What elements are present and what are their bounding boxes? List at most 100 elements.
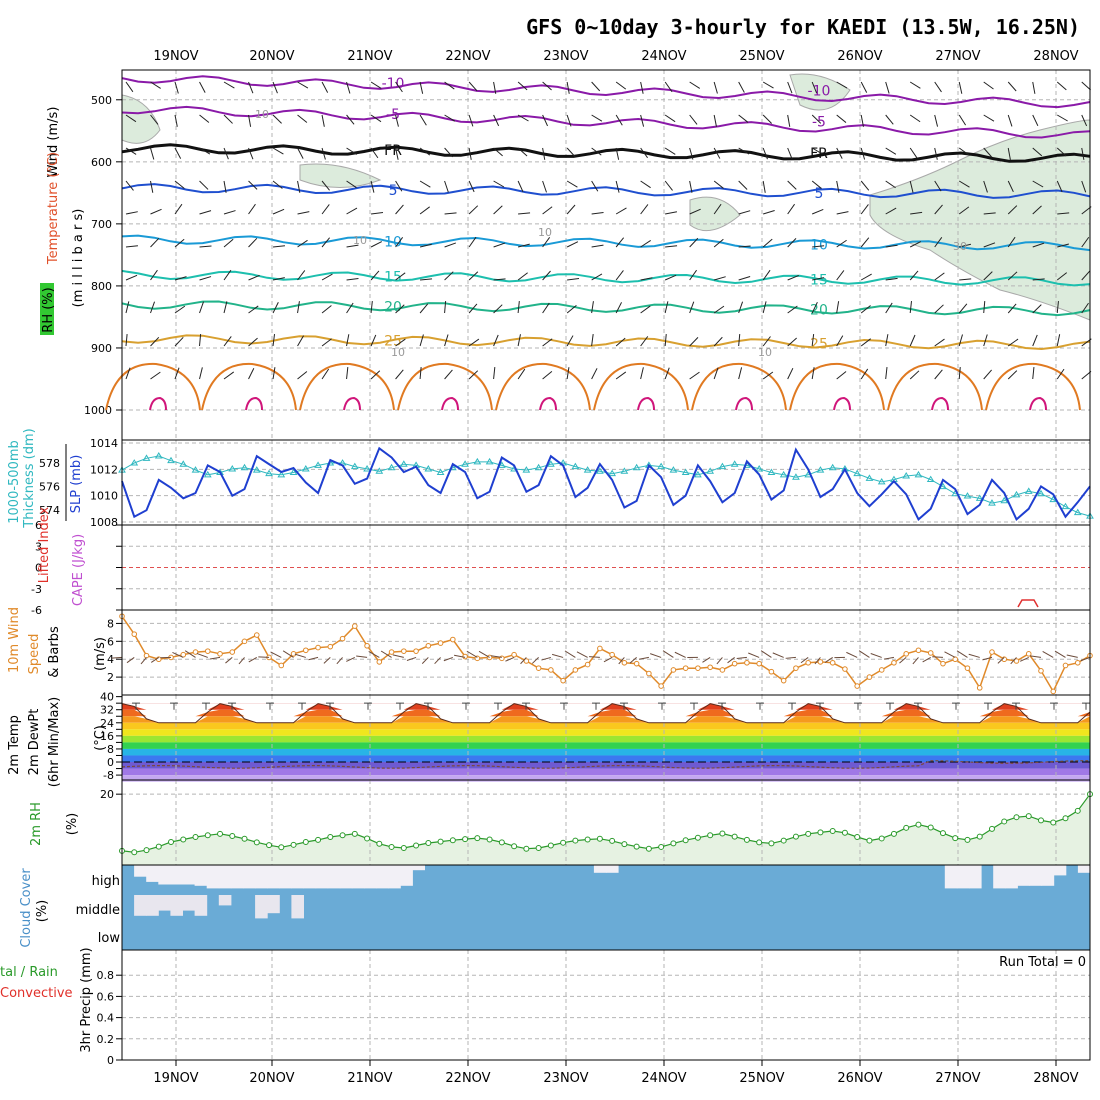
minmax-marker [854, 702, 862, 710]
tick-label: 0.4 [97, 1012, 115, 1025]
rh-point [278, 844, 285, 851]
tick-label: 3 [35, 540, 42, 553]
wind-barb [248, 180, 258, 190]
rh-point [351, 830, 358, 837]
surface-hot-loop [149, 396, 167, 411]
wind-speed-point [927, 650, 934, 656]
temp-band [122, 703, 1090, 710]
thickness-point [485, 457, 494, 465]
cloud-middle-clear [146, 895, 159, 916]
thickness-point [926, 475, 935, 483]
wind-barb [542, 371, 553, 380]
wind-barb [346, 302, 354, 314]
thickness-point [142, 454, 151, 461]
wind-barb-10m [883, 656, 895, 660]
wind-barb [640, 277, 653, 281]
tick-label: 8 [107, 617, 114, 630]
wind-barb [787, 147, 793, 160]
rh-shading [689, 196, 741, 232]
wind-barb [321, 273, 333, 281]
surface-hot-loop [441, 396, 459, 411]
rh-point [266, 842, 273, 849]
chart-title: GFS 0~10day 3-hourly for KAEDI (13.5W, 1… [526, 15, 1080, 39]
isotherm-label: 5 [814, 186, 823, 202]
cloud-label: Cloud Cover [19, 868, 34, 948]
wind-barb [542, 302, 550, 314]
wind-barb [885, 114, 894, 125]
thickness-point [975, 494, 984, 501]
wind-barb [591, 301, 594, 314]
wind-barb [199, 367, 203, 380]
wind10-label-a: 10m Wind [7, 607, 22, 673]
upper-units-label: (m i l l i b a r s) [71, 209, 86, 308]
wind-barb [762, 301, 767, 314]
wind-barb [836, 114, 847, 123]
wind-barb [1081, 147, 1085, 160]
wind-barb [762, 371, 774, 380]
cloud-middle-clear [182, 895, 196, 911]
wind-barb [1081, 270, 1091, 281]
wind-speed-point [805, 659, 811, 666]
wind-barb [812, 245, 825, 248]
wind-barb [713, 180, 724, 189]
wind-barb [517, 114, 529, 122]
rh-point [364, 835, 371, 842]
wind-barb [248, 337, 258, 347]
wind-barb [664, 147, 676, 155]
date-label-top: 23NOV [543, 49, 588, 64]
rh2m-units-label: (%) [65, 813, 80, 836]
rh-contour-label: 10 [758, 346, 772, 359]
wind-barb-10m [434, 657, 441, 665]
wind-barb [272, 277, 285, 281]
wind-barb [468, 370, 479, 380]
wind-barb [125, 211, 138, 215]
wind-barb [493, 367, 496, 380]
cloud-high-clear [218, 865, 232, 889]
wind-barb-10m [638, 656, 649, 660]
minmax-marker [202, 702, 210, 710]
wind-barb [1032, 304, 1042, 314]
wind-speed-point [878, 667, 885, 673]
wind-barb [1056, 114, 1068, 122]
cloud-high-clear [279, 865, 292, 889]
wind-barb-10m [956, 650, 968, 658]
cloud-high-clear [303, 865, 317, 889]
rh-point [143, 847, 150, 854]
thickness-point [1073, 508, 1082, 516]
wind-barb-10m [406, 656, 417, 662]
wind-barb [983, 180, 988, 193]
wind-barb [566, 81, 570, 94]
surface-isotherm-loop [299, 362, 395, 411]
wind-barb [419, 334, 424, 347]
thickness-point [240, 463, 249, 471]
wind-barb-10m [454, 654, 466, 658]
minmax-marker [462, 702, 470, 710]
rh-point [756, 839, 763, 846]
thick-label-a: 1000-500mb [7, 440, 22, 524]
tick-label: 500 [91, 94, 112, 107]
wind-barb [983, 271, 993, 281]
rh-point [854, 834, 861, 841]
isotherm-label: 5 [389, 183, 398, 199]
wind-barb [297, 270, 306, 281]
cloud-high-clear [243, 865, 256, 889]
precip-label-b: Convective [0, 986, 73, 1001]
wind-barb [787, 81, 793, 94]
isotherm-label: 15 [384, 270, 402, 286]
wind-barb [493, 180, 505, 188]
rh-point [792, 833, 799, 840]
wind-speed-point [768, 668, 775, 675]
rh-point [743, 836, 750, 843]
minmax-marker [886, 702, 894, 710]
rh-shading [121, 94, 161, 144]
thickness-point [718, 462, 727, 470]
wind-barb [836, 301, 840, 314]
wind-barb [836, 147, 843, 159]
wind-barb [640, 180, 651, 189]
wind-barb [566, 305, 577, 314]
cloud-high-clear [267, 865, 280, 889]
wind-barb [959, 243, 972, 248]
minmax-marker [326, 702, 334, 710]
cloud-high-clear [182, 865, 196, 885]
surface-hot-loop [1029, 396, 1047, 411]
